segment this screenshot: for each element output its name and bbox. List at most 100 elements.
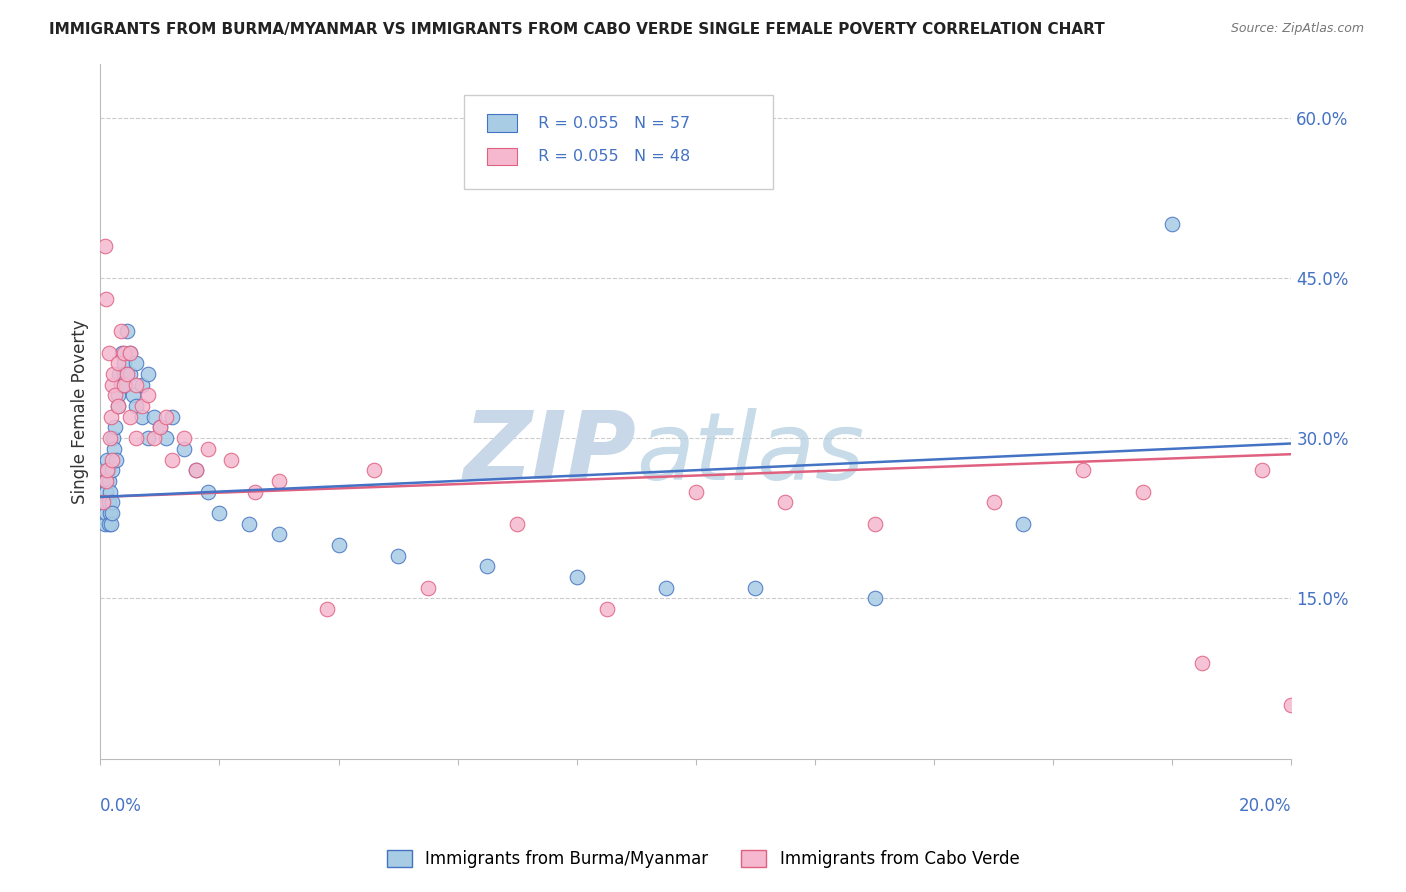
Point <box>131 377 153 392</box>
Point <box>108 367 131 381</box>
Point <box>136 388 159 402</box>
Point <box>1161 218 1184 232</box>
Point <box>101 495 124 509</box>
Point <box>1191 656 1213 670</box>
Point <box>96 292 118 306</box>
Point <box>744 581 766 595</box>
Point <box>120 367 142 381</box>
Point <box>136 367 159 381</box>
Point <box>103 442 125 456</box>
Point <box>221 452 243 467</box>
Text: 20.0%: 20.0% <box>1239 797 1292 815</box>
Point <box>110 324 132 338</box>
Point <box>595 602 617 616</box>
Point <box>131 399 153 413</box>
Legend: Immigrants from Burma/Myanmar, Immigrants from Cabo Verde: Immigrants from Burma/Myanmar, Immigrant… <box>380 843 1026 875</box>
Point <box>103 367 125 381</box>
Point <box>93 516 115 531</box>
Point <box>114 377 136 392</box>
Point <box>149 420 172 434</box>
Point <box>107 399 129 413</box>
Text: R = 0.055   N = 57: R = 0.055 N = 57 <box>533 116 690 130</box>
Point <box>197 484 219 499</box>
Point <box>1281 698 1303 713</box>
Point <box>184 463 207 477</box>
Point <box>125 356 148 370</box>
Point <box>238 516 260 531</box>
Point <box>115 367 138 381</box>
Point <box>142 409 165 424</box>
Point <box>115 324 138 338</box>
Point <box>104 420 127 434</box>
Point <box>655 581 678 595</box>
Point <box>155 431 177 445</box>
FancyBboxPatch shape <box>488 114 517 132</box>
Point <box>131 409 153 424</box>
Point <box>104 452 127 467</box>
Point <box>1012 516 1035 531</box>
Point <box>100 516 122 531</box>
Point <box>97 463 120 477</box>
Point <box>160 452 183 467</box>
Point <box>863 591 886 606</box>
Point <box>98 431 121 445</box>
Point <box>506 516 529 531</box>
Point <box>101 463 124 477</box>
Point <box>1071 463 1094 477</box>
Point <box>155 409 177 424</box>
Point <box>983 495 1005 509</box>
Point <box>125 377 148 392</box>
Point <box>111 345 134 359</box>
Text: ZIP: ZIP <box>464 407 637 500</box>
Point <box>107 388 129 402</box>
Point <box>100 409 122 424</box>
Text: atlas: atlas <box>637 408 865 499</box>
Point <box>104 388 127 402</box>
Point <box>328 538 350 552</box>
Point <box>101 452 124 467</box>
Point <box>97 345 120 359</box>
Point <box>96 463 118 477</box>
Point <box>685 484 707 499</box>
Point <box>97 495 120 509</box>
Point <box>122 388 145 402</box>
Text: R = 0.055   N = 48: R = 0.055 N = 48 <box>533 149 690 164</box>
Point <box>112 345 135 359</box>
Point <box>98 506 121 520</box>
Point <box>363 463 385 477</box>
Point <box>98 516 121 531</box>
Point <box>103 431 125 445</box>
Point <box>477 559 499 574</box>
Y-axis label: Single Female Poverty: Single Female Poverty <box>72 319 89 504</box>
Point <box>184 463 207 477</box>
Text: 0.0%: 0.0% <box>100 797 142 815</box>
Text: IMMIGRANTS FROM BURMA/MYANMAR VS IMMIGRANTS FROM CABO VERDE SINGLE FEMALE POVERT: IMMIGRANTS FROM BURMA/MYANMAR VS IMMIGRA… <box>49 22 1105 37</box>
Point <box>91 495 114 509</box>
FancyBboxPatch shape <box>488 148 517 165</box>
Point <box>160 409 183 424</box>
Point <box>1250 463 1272 477</box>
Point <box>245 484 267 499</box>
Point <box>112 356 135 370</box>
Point <box>863 516 886 531</box>
Point <box>112 367 135 381</box>
Point <box>96 452 118 467</box>
Text: Source: ZipAtlas.com: Source: ZipAtlas.com <box>1230 22 1364 36</box>
Point <box>173 431 195 445</box>
Point <box>94 474 117 488</box>
Point <box>110 377 132 392</box>
Point <box>125 399 148 413</box>
Point <box>98 474 121 488</box>
Point <box>173 442 195 456</box>
Point <box>120 409 142 424</box>
Point <box>416 581 439 595</box>
Point <box>142 431 165 445</box>
Point <box>107 356 129 370</box>
Point <box>197 442 219 456</box>
Point <box>149 420 172 434</box>
Point <box>315 602 337 616</box>
Point <box>93 239 115 253</box>
Point <box>267 474 290 488</box>
Point <box>1132 484 1154 499</box>
Point <box>136 431 159 445</box>
